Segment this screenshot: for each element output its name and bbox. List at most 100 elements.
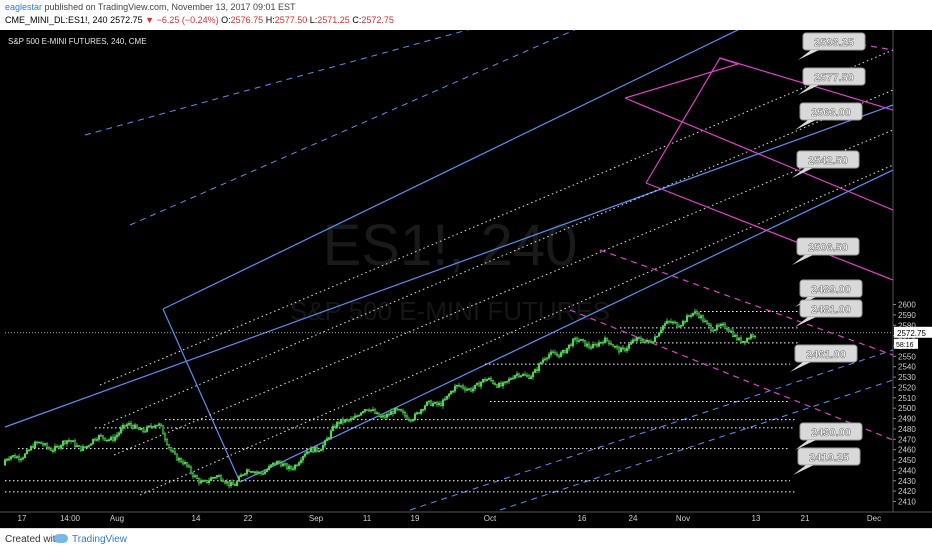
candle-body <box>583 339 587 347</box>
candle-body <box>691 312 695 316</box>
candle-body <box>11 455 15 457</box>
candle-body <box>155 424 159 427</box>
candle-body <box>227 481 231 487</box>
candle-body <box>725 327 729 331</box>
candle-body <box>515 373 519 376</box>
candle-body <box>385 413 389 418</box>
candle-body <box>539 362 543 365</box>
candle-body <box>555 353 559 356</box>
candle-body <box>527 375 531 380</box>
x-tick-label: 14:00 <box>60 514 81 523</box>
author-link[interactable]: eaglestar <box>5 2 43 12</box>
candle-body <box>621 347 625 350</box>
channel-dashed-line <box>129 30 576 226</box>
candle-body <box>133 424 137 429</box>
candle-body <box>203 480 207 482</box>
candle-body <box>423 405 427 410</box>
y-tick-label: 2460 <box>898 446 916 455</box>
candle-body <box>177 457 181 461</box>
candle-body <box>13 455 17 459</box>
candle-body <box>111 436 115 441</box>
x-tick-label: 22 <box>244 514 253 523</box>
candle-body <box>461 385 465 389</box>
pitchfork-line <box>645 182 894 281</box>
y-tick-label: 2550 <box>898 352 916 361</box>
candle-body <box>175 453 179 461</box>
candle-body <box>35 441 39 444</box>
candle-body <box>507 378 511 382</box>
candle-body <box>39 441 43 444</box>
y-tick-label: 2410 <box>898 498 916 507</box>
candle-body <box>673 321 677 324</box>
countdown-tag-text: 58:16 <box>896 342 914 349</box>
candle-body <box>631 339 635 343</box>
level-callout-pointer <box>793 465 814 475</box>
candle-body <box>469 388 473 392</box>
chart-area[interactable]: ES1!, 240 S&P 500 E-MINI FUTURES 2410 2420 2… <box>0 30 932 528</box>
y-tick-label: 2520 <box>898 383 916 392</box>
candle-body <box>61 440 65 446</box>
last-price: 2572.75 <box>110 15 143 25</box>
candle-body <box>367 409 371 412</box>
candle-body <box>277 461 281 464</box>
channel-dashed-line <box>409 349 894 511</box>
candle-body <box>509 378 513 380</box>
y-tick-label: 2540 <box>898 363 916 372</box>
change-value: −6.25 (−0.24%) <box>156 15 219 25</box>
candle-body <box>67 440 71 442</box>
channel-handle <box>162 308 241 483</box>
candle-body <box>679 325 683 327</box>
candle-body <box>137 427 141 431</box>
candle-body <box>319 449 323 452</box>
candle-body <box>37 441 41 444</box>
level-callout-pointer <box>795 317 816 327</box>
published-line: eaglestar published on TradingView.com, … <box>5 2 296 12</box>
candle-body <box>363 409 367 412</box>
footer: Created with TradingView <box>0 528 932 551</box>
candle-body <box>635 337 639 341</box>
tradingview-brand[interactable]: TradingView <box>72 534 128 545</box>
candle-body <box>333 425 337 428</box>
channel-dotted-line <box>103 89 894 426</box>
candle-body <box>279 462 283 467</box>
candle-body <box>485 379 489 382</box>
candle-body <box>59 445 63 449</box>
level-callout-pointer <box>798 85 819 95</box>
channel-line <box>239 169 894 483</box>
candle-body <box>231 482 235 486</box>
candle-body <box>585 343 589 347</box>
candle-body <box>169 447 173 452</box>
candle-body <box>553 352 557 355</box>
candle-body <box>187 465 191 468</box>
candle-body <box>161 425 165 435</box>
candle-body <box>475 382 479 386</box>
channel-line <box>162 30 740 310</box>
candle-body <box>727 329 731 332</box>
candle-body <box>427 400 431 403</box>
chart-background <box>0 30 932 528</box>
candle-body <box>435 401 439 405</box>
candle-body <box>617 346 621 353</box>
candle-body <box>261 473 265 475</box>
candle-body <box>677 325 681 328</box>
candle-body <box>255 471 259 474</box>
candle-body <box>607 340 611 344</box>
candle-body <box>407 418 411 421</box>
candle-body <box>451 390 455 393</box>
down-arrow-icon: ▼ <box>145 15 155 25</box>
candle-body <box>499 382 503 387</box>
candle-body <box>595 344 599 347</box>
candle-body <box>165 439 169 446</box>
candle-body <box>247 469 251 472</box>
candle-body <box>665 320 669 324</box>
candle-body <box>91 438 95 445</box>
level-callout <box>799 422 863 441</box>
candle-body <box>347 419 351 422</box>
candle-body <box>605 337 609 341</box>
candle-body <box>743 340 747 343</box>
candle-body <box>171 450 175 453</box>
candle-body <box>571 338 575 347</box>
candle-body <box>301 455 305 461</box>
candle-body <box>239 474 243 477</box>
